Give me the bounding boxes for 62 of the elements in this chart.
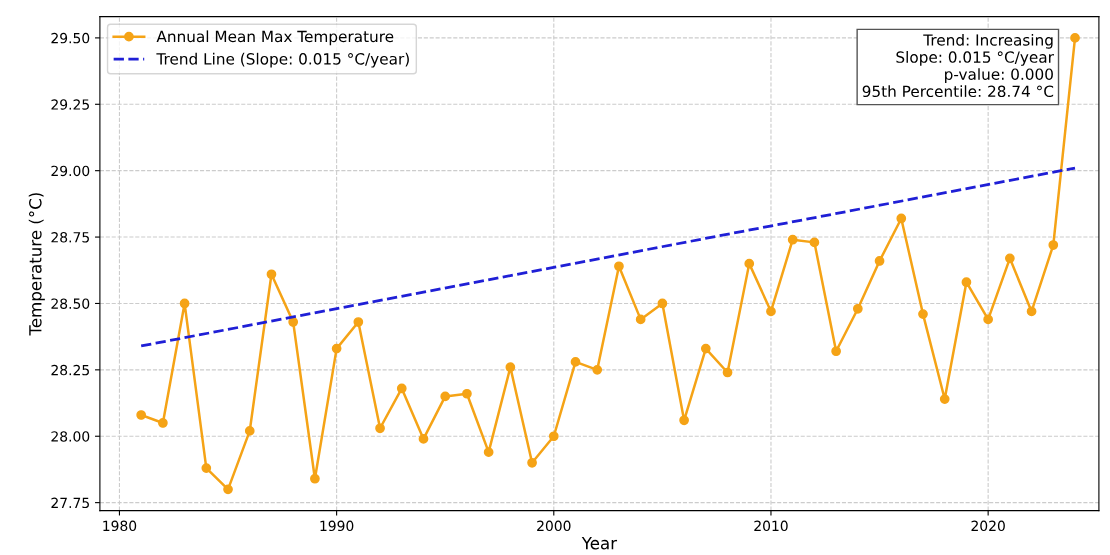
point: [310, 473, 320, 484]
y-tick-label: 29.00: [51, 165, 90, 177]
point: [375, 423, 385, 434]
y-tick-label: 28.25: [51, 364, 89, 376]
point: [874, 256, 885, 266]
point: [961, 277, 972, 288]
point: [831, 346, 841, 357]
point: [852, 303, 863, 314]
point: [353, 317, 364, 327]
point: [548, 431, 559, 442]
point: [939, 394, 950, 404]
point: [505, 362, 516, 373]
point: [440, 391, 451, 402]
point: [418, 434, 429, 444]
y-tick-label: 28.50: [51, 298, 90, 309]
x-axis-title: Year: [581, 537, 618, 550]
point: [614, 261, 624, 272]
point: [1026, 306, 1037, 317]
point: [462, 388, 472, 399]
legend-label: Annual Mean Max Temperature: [156, 30, 394, 46]
point: [722, 367, 733, 378]
x-tick-label: 1990: [320, 520, 354, 532]
point: [396, 383, 407, 394]
point: [679, 415, 689, 426]
point: [158, 418, 168, 428]
x-tick-label: 2020: [971, 520, 1005, 532]
point: [179, 298, 190, 309]
y-tick-label: 29.25: [51, 99, 89, 110]
point: [1048, 240, 1059, 250]
point: [809, 237, 820, 248]
point: [223, 484, 233, 495]
point: [918, 309, 928, 319]
point: [331, 343, 342, 354]
point: [266, 269, 277, 280]
annotation: Trend: Increasing Slope: 0.015 °C/year p-value: 0.000 95th Percentile: 28.74 °C: [862, 33, 1054, 98]
y-tick-label: 28.00: [51, 431, 90, 442]
point: [744, 258, 755, 269]
point: [635, 314, 646, 325]
point: [1070, 33, 1080, 43]
x-tick-label: 1980: [103, 520, 137, 532]
point: [592, 364, 603, 375]
y-tick-label: 27.75: [51, 497, 89, 509]
point: [244, 426, 255, 436]
point: [288, 317, 299, 327]
point: [527, 457, 537, 468]
legend-label: Trend Line (Slope: 0.015 °C/year): [156, 52, 409, 68]
point: [787, 234, 798, 245]
point: [896, 213, 907, 224]
point: [570, 357, 581, 367]
point: [201, 463, 212, 473]
point: [983, 314, 994, 325]
y-tick-label: 29.50: [51, 32, 90, 44]
point: [483, 447, 494, 458]
point: [136, 410, 147, 420]
y-tick-label: 28.75: [51, 232, 89, 243]
y-axis-title: Temperature (°C): [28, 193, 45, 336]
x-tick-label: 2010: [754, 520, 788, 532]
x-tick-label: 2000: [537, 520, 571, 532]
point: [700, 343, 711, 354]
point: [657, 298, 668, 309]
point: [1004, 253, 1015, 264]
point: [766, 306, 776, 317]
